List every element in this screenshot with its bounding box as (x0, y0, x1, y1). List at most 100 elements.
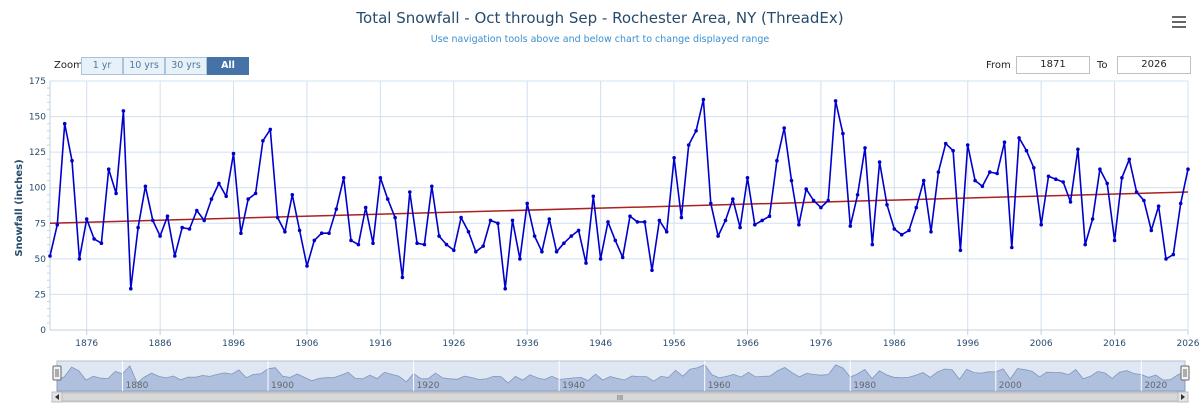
snowfall-data-point[interactable] (106, 167, 111, 171)
snowfall-data-point[interactable] (290, 193, 295, 197)
navigator-left-handle[interactable] (52, 365, 62, 381)
snowfall-data-point[interactable] (312, 238, 317, 243)
snowfall-data-point[interactable] (826, 198, 830, 203)
snowfall-data-point[interactable] (731, 197, 735, 201)
snowfall-data-point[interactable] (745, 176, 750, 180)
snowfall-data-point[interactable] (892, 227, 897, 231)
snowfall-data-point[interactable] (797, 222, 801, 227)
snowfall-data-point[interactable] (187, 227, 192, 231)
snowfall-data-point[interactable] (261, 139, 265, 143)
snowfall-data-point[interactable] (334, 207, 339, 211)
snowfall-data-point[interactable] (55, 222, 60, 227)
snowfall-data-point[interactable] (841, 131, 845, 136)
snowfall-data-point[interactable] (430, 184, 434, 189)
snowfall-data-point[interactable] (253, 191, 258, 196)
snowfall-data-point[interactable] (1076, 147, 1080, 152)
snowfall-data-point[interactable] (576, 228, 581, 233)
snowfall-data-point[interactable] (305, 264, 309, 268)
snowfall-data-point[interactable] (635, 220, 640, 224)
snowfall-data-point[interactable] (92, 237, 96, 241)
snowfall-data-point[interactable] (642, 220, 647, 224)
snowfall-data-point[interactable] (1120, 176, 1124, 180)
snowfall-data-point[interactable] (217, 181, 221, 186)
snowfall-data-point[interactable] (701, 97, 706, 102)
snowfall-data-point[interactable] (466, 230, 471, 234)
snowfall-data-point[interactable] (738, 225, 742, 230)
snowfall-data-point[interactable] (1039, 222, 1043, 227)
snowfall-data-point[interactable] (444, 242, 449, 247)
hamburger-menu-icon[interactable] (1172, 16, 1186, 28)
snowfall-data-point[interactable] (518, 257, 522, 261)
snowfall-data-point[interactable] (1142, 198, 1146, 203)
snowfall-data-point[interactable] (356, 242, 361, 247)
snowfall-data-point[interactable] (980, 184, 985, 189)
snowfall-data-point[interactable] (782, 126, 786, 130)
snowfall-data-point[interactable] (1017, 136, 1021, 140)
snowfall-data-point[interactable] (1171, 252, 1176, 257)
snowfall-data-point[interactable] (408, 190, 412, 194)
snowfall-data-point[interactable] (1098, 167, 1102, 171)
snowfall-data-point[interactable] (1164, 257, 1168, 261)
snowfall-data-point[interactable] (70, 158, 74, 163)
snowfall-data-point[interactable] (437, 234, 441, 238)
snowfall-data-point[interactable] (591, 194, 596, 199)
snowfall-data-point[interactable] (1127, 157, 1132, 162)
snowfall-data-point[interactable] (907, 228, 911, 233)
snowfall-data-point[interactable] (958, 248, 963, 253)
snowfall-data-point[interactable] (672, 156, 676, 160)
snowfall-data-point[interactable] (1149, 228, 1154, 233)
snowfall-data-point[interactable] (951, 148, 955, 153)
snowfall-data-point[interactable] (415, 241, 419, 245)
snowfall-data-point[interactable] (679, 215, 684, 220)
snowfall-data-point[interactable] (1090, 217, 1095, 221)
snowfall-data-point[interactable] (1061, 180, 1065, 184)
range-to-input[interactable] (1117, 56, 1191, 74)
snowfall-data-point[interactable] (988, 170, 992, 174)
snowfall-data-point[interactable] (569, 234, 574, 238)
snowfall-data-point[interactable] (341, 176, 346, 180)
snowfall-data-point[interactable] (613, 238, 618, 243)
snowfall-data-point[interactable] (547, 217, 552, 221)
snowfall-data-point[interactable] (503, 286, 508, 291)
snowfall-data-point[interactable] (1112, 238, 1117, 243)
snowfall-data-point[interactable] (716, 234, 720, 238)
snowfall-data-point[interactable] (753, 222, 757, 227)
snowfall-data-point[interactable] (1002, 140, 1007, 144)
zoom-1yr-button[interactable]: 1 yr (81, 57, 123, 75)
snowfall-data-point[interactable] (899, 232, 904, 237)
snowfall-data-point[interactable] (459, 215, 463, 220)
snowfall-data-point[interactable] (1024, 148, 1029, 153)
snowfall-data-point[interactable] (936, 170, 941, 174)
snowfall-data-point[interactable] (99, 241, 104, 245)
snowfall-data-point[interactable] (224, 194, 228, 199)
snowfall-data-point[interactable] (562, 241, 566, 245)
snowfall-data-point[interactable] (209, 197, 214, 201)
snowfall-data-point[interactable] (973, 178, 977, 183)
snowfall-data-point[interactable] (804, 187, 808, 191)
snowfall-data-point[interactable] (400, 275, 405, 280)
snowfall-data-point[interactable] (165, 214, 170, 218)
snowfall-data-point[interactable] (481, 244, 486, 248)
snowfall-data-point[interactable] (914, 205, 919, 210)
snowfall-data-point[interactable] (855, 193, 860, 197)
snowfall-data-point[interactable] (1186, 167, 1190, 171)
snowfall-data-point[interactable] (297, 228, 302, 233)
snowfall-data-point[interactable] (422, 242, 427, 247)
snowfall-data-point[interactable] (121, 109, 126, 113)
snowfall-data-point[interactable] (877, 160, 882, 164)
snowfall-data-point[interactable] (848, 224, 853, 228)
snowfall-data-point[interactable] (84, 217, 89, 221)
snowfall-data-point[interactable] (1068, 200, 1073, 204)
snowfall-data-point[interactable] (870, 242, 875, 247)
snowfall-data-point[interactable] (1032, 166, 1036, 170)
snowfall-data-point[interactable] (995, 171, 999, 176)
snowfall-data-point[interactable] (173, 254, 177, 258)
range-from-input[interactable] (1016, 56, 1090, 74)
snowfall-data-point[interactable] (532, 234, 537, 238)
snowfall-data-point[interactable] (811, 198, 816, 203)
snowfall-data-point[interactable] (77, 257, 82, 261)
snowfall-data-point[interactable] (231, 151, 236, 156)
snowfall-data-point[interactable] (180, 225, 184, 230)
snowfall-data-point[interactable] (833, 99, 838, 103)
snowfall-data-point[interactable] (202, 218, 206, 223)
